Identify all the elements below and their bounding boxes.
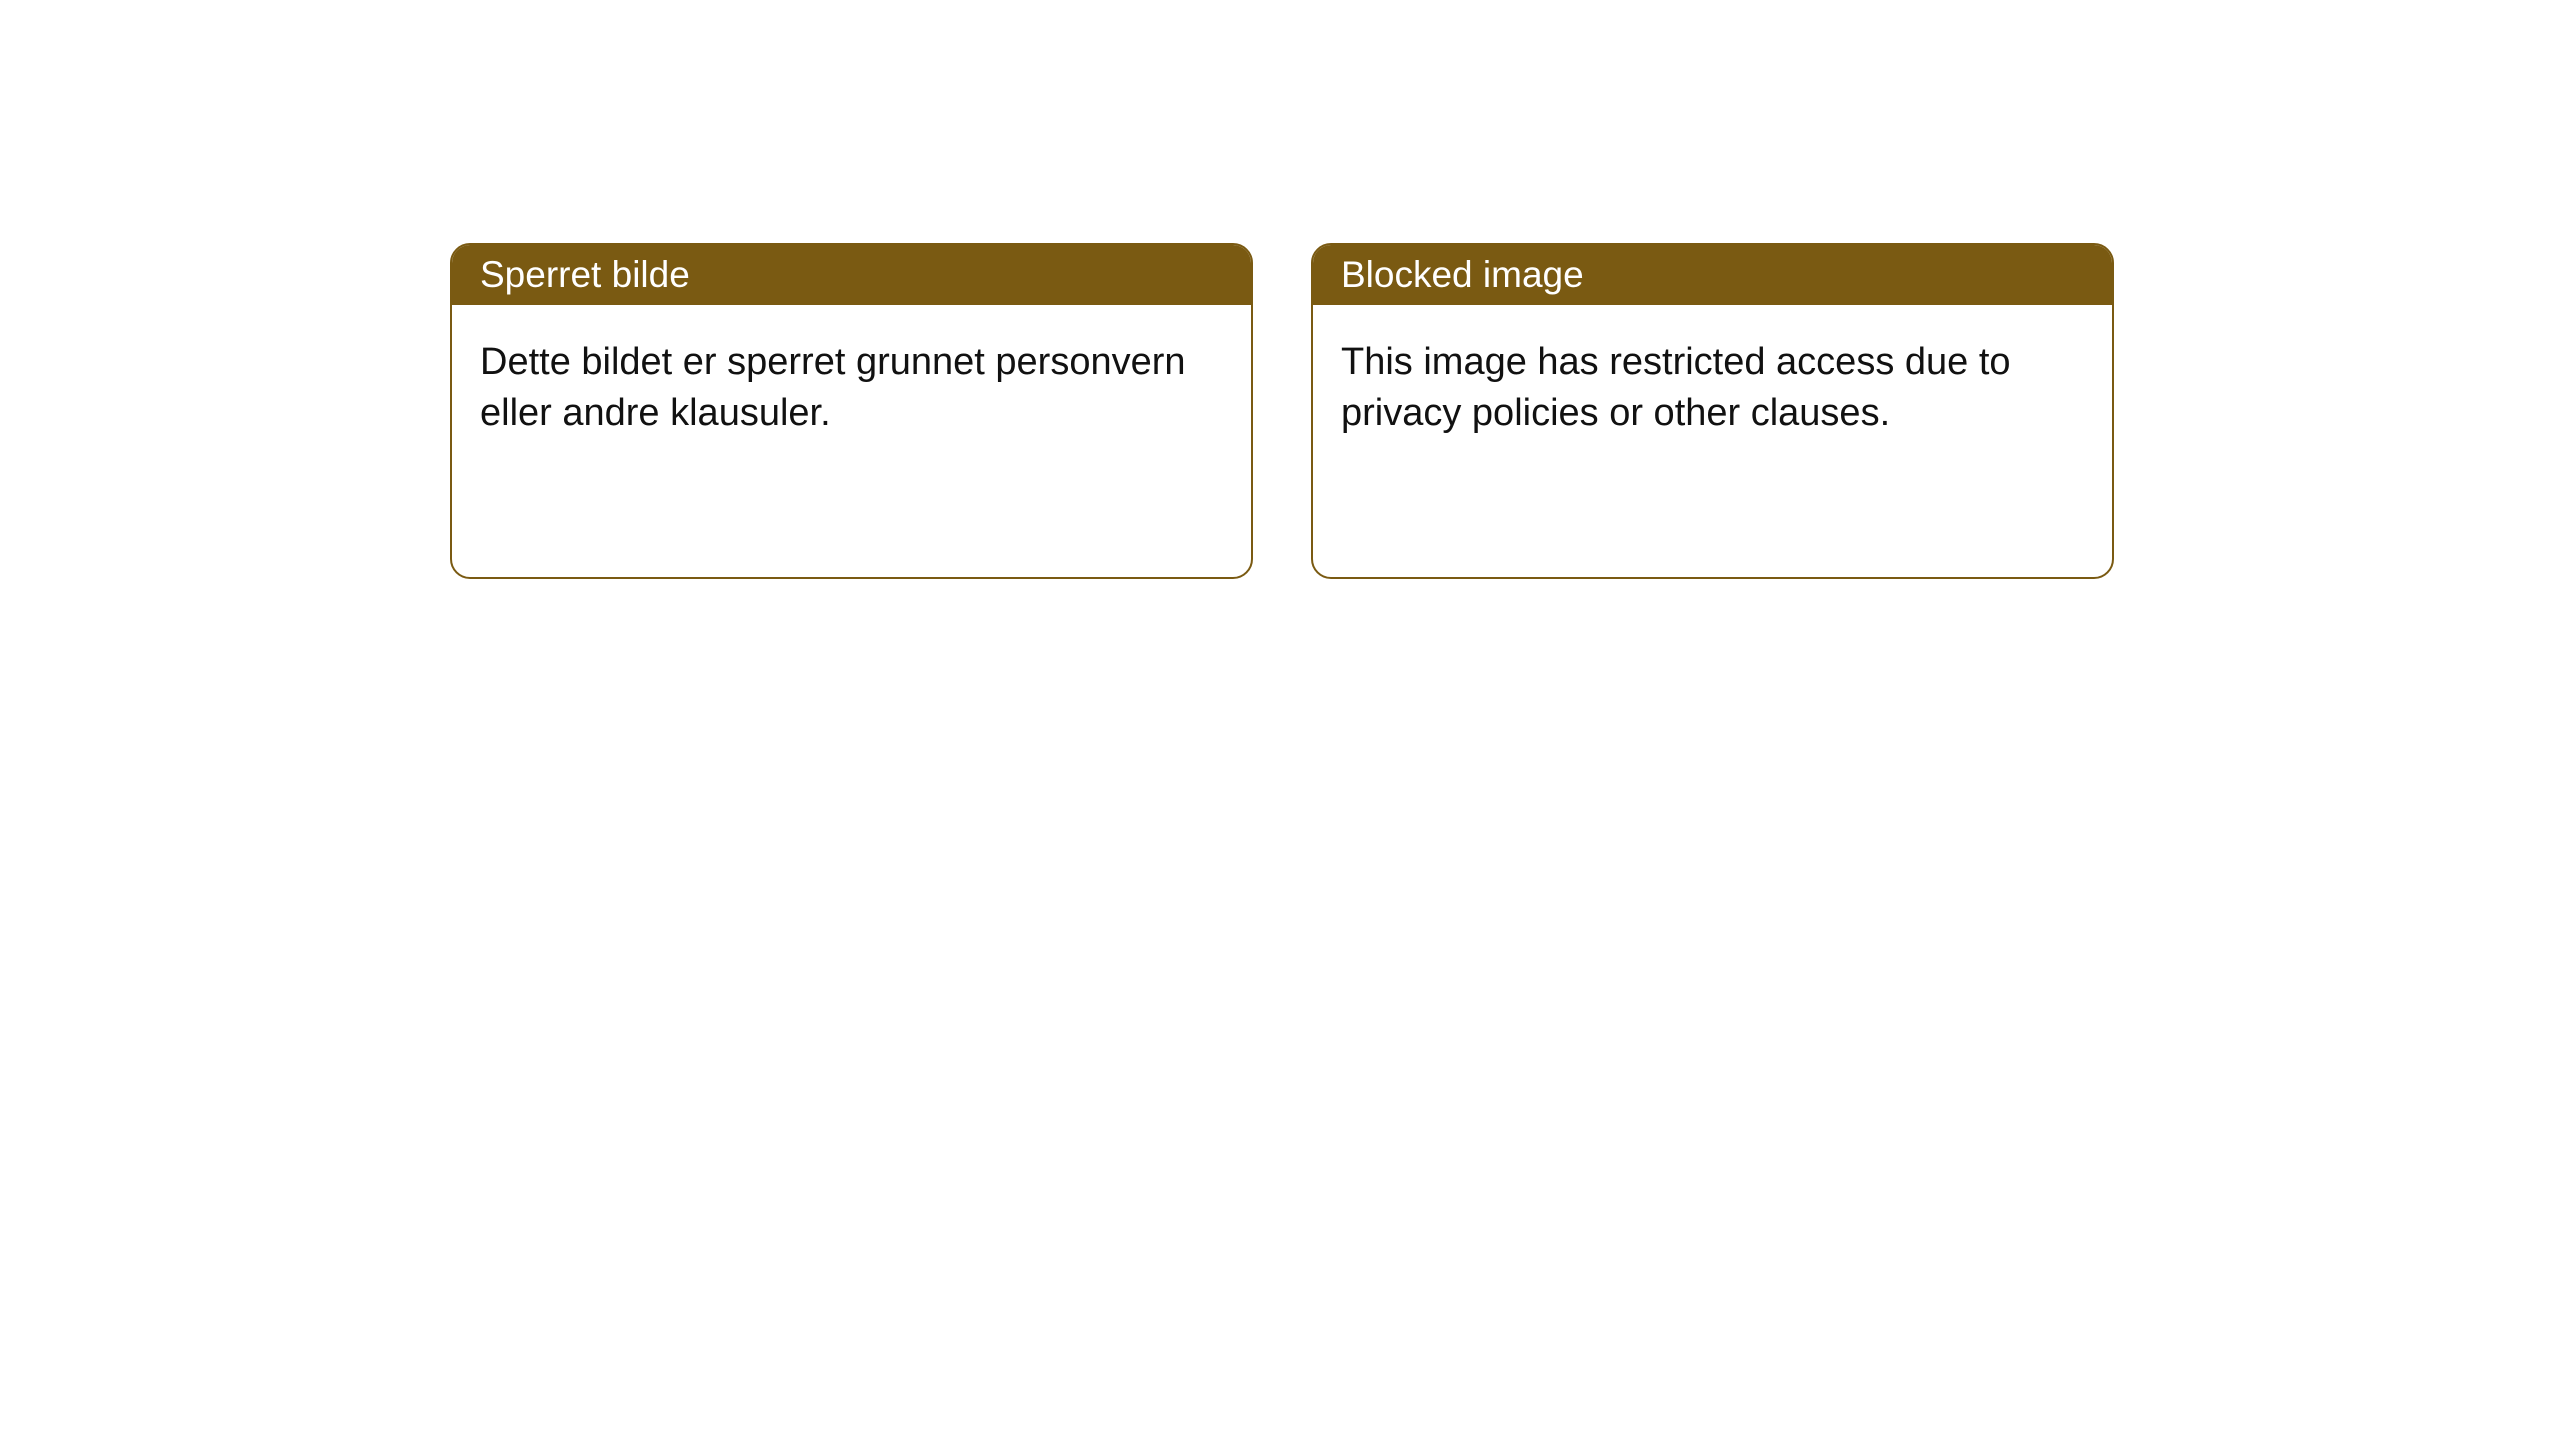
card-english: Blocked image This image has restricted … — [1311, 243, 2114, 579]
card-body-no: Dette bildet er sperret grunnet personve… — [452, 305, 1251, 472]
card-norwegian: Sperret bilde Dette bildet er sperret gr… — [450, 243, 1253, 579]
cards-container: Sperret bilde Dette bildet er sperret gr… — [450, 243, 2114, 579]
card-header-en: Blocked image — [1313, 245, 2112, 305]
card-message-en: This image has restricted access due to … — [1341, 341, 2011, 434]
card-title-en: Blocked image — [1341, 254, 1584, 296]
card-message-no: Dette bildet er sperret grunnet personve… — [480, 341, 1186, 434]
card-title-no: Sperret bilde — [480, 254, 690, 296]
card-header-no: Sperret bilde — [452, 245, 1251, 305]
card-body-en: This image has restricted access due to … — [1313, 305, 2112, 472]
